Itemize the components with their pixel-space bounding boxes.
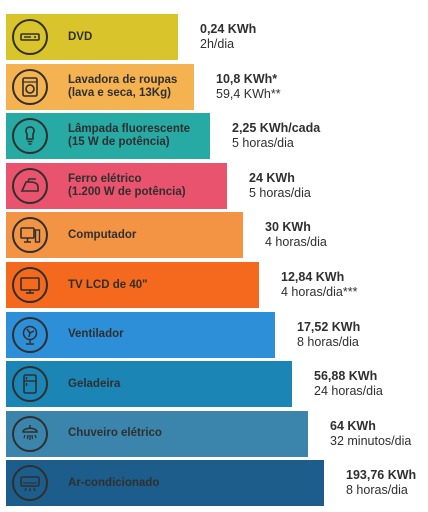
bar-label-line1: Ventilador [68,328,124,341]
bar-label-line1: Chuveiro elétrico [68,427,162,440]
data-label-value: 30 KWh [265,220,311,235]
chart-bar: Computador [6,212,243,259]
computer-icon [12,217,48,254]
data-label-detail: 59,4 KWh** [216,86,281,101]
bar-label-line1: DVD [68,30,93,43]
washing-machine-icon [12,68,48,105]
chart-bar: TV LCD de 40" [6,262,259,308]
value-block: 64 KWh 32 minutos/dia [330,411,411,457]
bar-label: Computador [68,212,136,258]
bar-label-line2: (15 W de potência) [68,136,170,149]
iron-icon [12,167,48,204]
value-block: 10,8 KWh* 59,4 KWh** [216,64,281,110]
refrigerator-icon [12,366,48,403]
bar-label-line1: Geladeira [68,377,121,390]
bar-label: Ferro elétrico (1.200 W de potência) [68,163,186,209]
bar-label: DVD [68,14,92,60]
data-label-detail: 4 horas/dia*** [281,285,358,299]
bar-label-line1: TV LCD de 40" [68,278,148,291]
data-label-value: 64 KWh [330,418,376,433]
shower-icon [12,415,48,452]
data-label-detail: 32 minutos/dia [330,433,412,448]
chart-bar: Ventilador [6,311,275,358]
value-block: 12,84 KWh 4 horas/dia*** [281,262,357,308]
value-block: 0,24 KWh 2h/dia [200,14,256,60]
data-label-value: 0,24 KWh [200,22,257,36]
bar-label: Ar-condicionado [68,460,159,506]
data-label-detail: 24 horas/dia [314,384,383,399]
value-block: 193,76 KWh 8 horas/dia [346,460,416,506]
chart-bar: Lavadora de roupas (lava e seca, 13Kg) [6,63,194,110]
tv-icon [12,267,48,303]
bar-label: Chuveiro elétrico [68,411,162,457]
bar-label: Lâmpada fluorescente (15 W de potência) [68,113,190,159]
bar-label: Geladeira [68,361,120,407]
chart-bar: Lâmpada fluorescente (15 W de potência) [6,113,210,160]
lightbulb-icon [12,118,48,155]
chart-bar: Chuveiro elétrico [6,410,308,457]
data-label-detail: 2h/dia [200,37,235,51]
data-label-value: 193,76 KWh [346,468,417,483]
bar-label-line1: Computador [68,228,137,241]
fan-icon [12,316,48,353]
bar-label: Lavadora de roupas (lava e seca, 13Kg) [68,64,177,110]
chart-bar: Geladeira [6,361,292,408]
data-label-value: 24 KWh [249,170,295,185]
bar-label-line2: (1.200 W de potência) [68,185,186,198]
chart-bar: Ar-condicionado [6,460,324,507]
value-block: 2,25 KWh/cada 5 horas/dia [232,113,320,159]
chart-bar: DVD [6,14,178,60]
chart-bar: Ferro elétrico (1.200 W de potência) [6,162,227,209]
data-label-value: 12,84 KWh [281,270,345,284]
data-label-value: 10,8 KWh* [216,71,278,86]
data-label-detail: 5 horas/dia [232,136,294,151]
data-label-detail: 8 horas/dia [346,483,408,498]
data-label-detail: 5 horas/dia [249,185,311,200]
value-block: 30 KWh 4 horas/dia [265,212,327,258]
dvd-player-icon [12,19,48,55]
bar-label-line1: Lavadora de roupas [68,73,178,86]
bar-label-line2: (lava e seca, 13Kg) [68,86,171,99]
bar-label-line1: Ar-condicionado [68,476,160,489]
data-label-detail: 4 horas/dia [265,235,327,250]
data-label-detail: 8 horas/dia [297,334,359,349]
value-block: 17,52 KWh 8 horas/dia [297,312,360,358]
data-label-value: 17,52 KWh [297,319,361,334]
value-block: 56,88 KWh 24 horas/dia [314,361,383,407]
value-block: 24 KWh 5 horas/dia [249,163,311,209]
air-conditioner-icon [12,465,48,502]
bar-label-line1: Ferro elétrico [68,172,142,185]
bar-label-line1: Lâmpada fluorescente [68,123,191,136]
data-label-value: 56,88 KWh [314,369,378,384]
data-label-value: 2,25 KWh/cada [232,121,321,136]
bar-label: TV LCD de 40" [68,262,148,308]
bar-label: Ventilador [68,312,124,358]
